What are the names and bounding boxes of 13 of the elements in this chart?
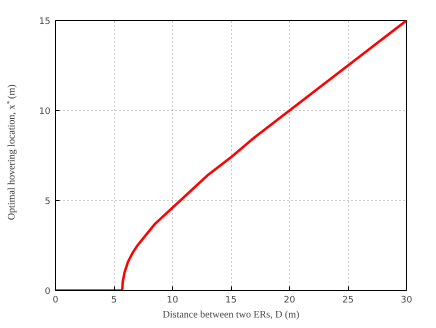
x-tick-label: 10: [166, 296, 178, 306]
y-tick-label: 0: [44, 287, 51, 297]
y-tick-label: 15: [39, 17, 50, 27]
y-tick-label: 10: [39, 107, 51, 117]
x-axis-title: Distance between two ERs, D (m): [162, 310, 300, 320]
line-series: [56, 20, 406, 290]
x-tick-label: 0: [52, 296, 59, 306]
x-tick-label: 25: [342, 296, 354, 306]
x-tick-label: 20: [284, 296, 296, 306]
x-tick-label: 30: [400, 296, 412, 306]
x-tick-label: 5: [111, 296, 117, 306]
x-tick-label: 15: [225, 296, 237, 306]
y-tick-label: 5: [44, 197, 51, 207]
